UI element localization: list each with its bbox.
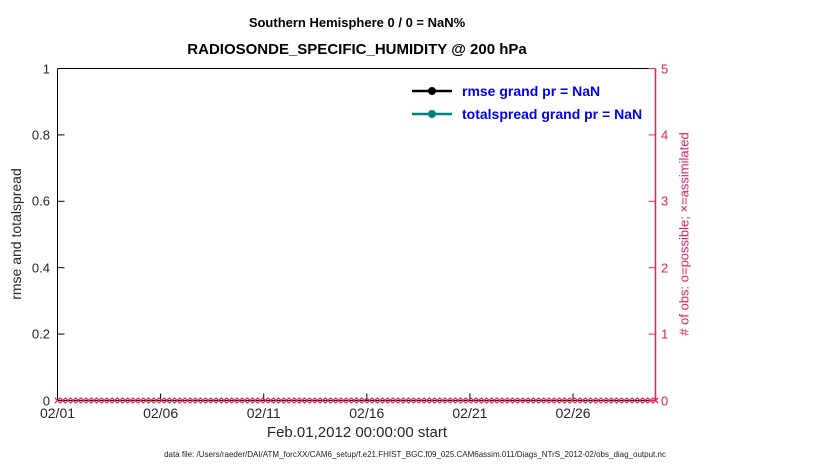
y-left-tick-label: 0.8 [31,127,50,143]
y-right-tick-label: 0 [661,393,669,408]
y-left-tick-label: 0.2 [31,326,50,342]
left-y-axis-label: rmse and totalspread [8,168,24,300]
legend-entry-rmse: rmse grand pr = NaN [410,79,642,102]
y-right-tick-label: 1 [661,326,669,342]
rmse-legend-line-marker-icon [412,86,452,95]
legend-entry-totalspread: totalspread grand pr = NaN [410,102,642,125]
totalspread-legend-label: totalspread grand pr = NaN [462,105,643,122]
plot-title-line2: RADIOSONDE_SPECIFIC_HUMIDITY @ 200 hPa [187,41,527,58]
x-axis-label: Feb.01,2012 00:00:00 start [266,424,448,441]
x-tick-label: 02/06 [143,405,179,421]
rmse-legend-label: rmse grand pr = NaN [462,82,601,99]
y-left-tick-label: 0.4 [31,260,50,276]
y-right-tick-label: 5 [661,61,669,76]
x-tick-label: 02/21 [452,405,488,421]
plot-title-line1: Southern Hemisphere 0 / 0 = NaN% [248,15,466,30]
y-left-tick-label: 0 [42,393,50,408]
totalspread-legend-line-marker-icon [412,109,452,118]
y-right-tick-label: 4 [661,127,669,143]
y-left-tick-label: 1 [42,61,50,76]
y-right-tick-label: 2 [661,260,669,276]
assimilated-markers [54,397,659,404]
x-tick-label: 02/11 [246,405,281,421]
x-tick-label: 02/01 [39,405,76,421]
y-left-tick-label: 0.6 [31,193,50,209]
right-y-axis-label: # of obs: o=possible; ×=assimilated [676,132,692,336]
y-right-tick-label: 3 [661,193,669,209]
data-file-caption: data file: /Users/raeder/DAI/ATM_forcXX/… [164,450,666,459]
x-tick-label: 02/16 [349,405,385,421]
x-tick-label: 02/26 [555,405,591,421]
legend: rmse grand pr = NaN totalspread grand pr … [410,79,642,125]
